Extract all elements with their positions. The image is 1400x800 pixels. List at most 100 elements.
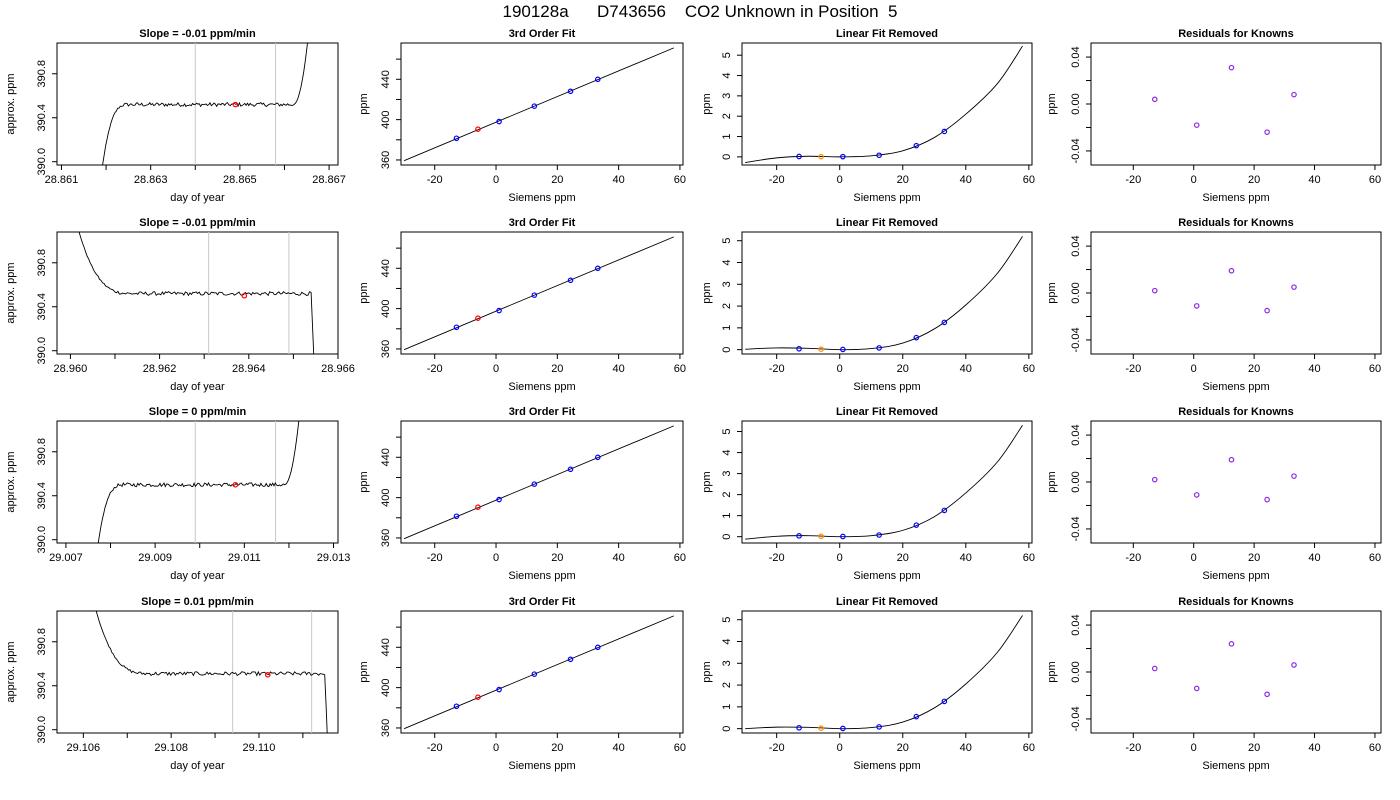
residual-curve-line: [745, 236, 1023, 351]
y-tick-label: 390.4: [36, 482, 48, 510]
cubic-fit-panel: 3rd Order Fit Siemens ppm ppm -20 0 20 40 60 360…: [358, 217, 686, 393]
y-axis-label: approx. ppm: [5, 641, 17, 702]
known-point: [941, 507, 948, 514]
y-tick-label: 0.00: [1070, 471, 1082, 492]
x-tick-label: 20: [551, 174, 563, 186]
y-tick-label: 390.4: [36, 293, 48, 321]
x-tick-label: 40: [613, 363, 625, 375]
residual-point: [1291, 284, 1297, 290]
known-point: [531, 481, 538, 487]
y-axis-label: ppm: [1046, 471, 1058, 492]
x-tick-label: 60: [1369, 174, 1381, 186]
x-tick-label: 28.865: [223, 174, 257, 186]
x-tick-label: 0: [1191, 552, 1197, 564]
y-tick-label: 0.04: [1070, 614, 1082, 635]
x-tick-label: 40: [960, 174, 972, 186]
panel-title: Slope = -0.01 ppm/min: [139, 28, 256, 40]
known-point: [876, 724, 882, 730]
known-point: [531, 671, 538, 677]
mean-marker-point: [232, 101, 239, 108]
y-axis-label: ppm: [358, 93, 370, 114]
x-tick-label: 0: [837, 552, 843, 564]
residual-point: [1291, 91, 1297, 98]
y-axis-label: ppm: [1046, 661, 1058, 682]
plot-frame: [400, 42, 684, 166]
y-tick-label: 390.0: [36, 148, 48, 176]
x-tick-label: 20: [897, 742, 909, 754]
x-tick-label: 40: [1308, 363, 1320, 375]
unknown-point: [475, 126, 481, 133]
residual-point: [1228, 64, 1235, 71]
plot-frame: [400, 231, 684, 355]
x-tick-label: 28.861: [45, 174, 79, 186]
y-tick-label: 4: [721, 72, 733, 78]
residual-point: [1151, 287, 1158, 294]
plot-frame: [56, 42, 339, 166]
x-tick-label: 0: [493, 552, 499, 564]
y-tick-label: 1: [721, 325, 733, 331]
known-point: [840, 533, 846, 540]
x-tick-label: 28.966: [321, 363, 355, 375]
known-point: [876, 152, 882, 159]
y-tick-label: 0.00: [1070, 282, 1082, 303]
x-tick-label: 0: [493, 174, 499, 186]
plot-frame: [56, 610, 339, 734]
x-tick-label: 29.009: [138, 552, 172, 564]
x-tick-label: 60: [674, 552, 686, 564]
unknown-point: [475, 315, 481, 322]
x-tick-label: 29.108: [154, 742, 188, 754]
x-tick-label: -20: [769, 552, 785, 564]
known-point: [876, 345, 882, 351]
y-axis-label: approx. ppm: [5, 73, 17, 134]
known-point: [941, 128, 948, 135]
known-point: [567, 88, 574, 95]
co2-trace-line: [97, 421, 300, 543]
known-point: [796, 153, 802, 160]
panel-title: 3rd Order Fit: [509, 596, 576, 608]
x-tick-label: 40: [1308, 174, 1320, 186]
plot-frame: [400, 420, 684, 544]
y-tick-label: 390.8: [36, 60, 48, 88]
y-tick-label: 1: [721, 704, 733, 710]
y-tick-label: 360: [380, 719, 392, 737]
x-tick-label: 40: [613, 552, 625, 564]
x-tick-label: -20: [427, 174, 443, 186]
known-point: [594, 265, 601, 272]
panel-title: Slope = 0 ppm/min: [149, 406, 247, 418]
x-tick-label: 40: [960, 552, 972, 564]
y-tick-label: 400: [380, 110, 392, 128]
co2-trace-line: [78, 232, 315, 354]
x-tick-label: 20: [1248, 552, 1260, 564]
residual-point: [1151, 476, 1158, 483]
y-tick-label: 2: [721, 682, 733, 688]
residual-point: [1264, 129, 1270, 135]
y-tick-label: 440: [380, 448, 392, 466]
cubic-fit-panel: 3rd Order Fit Siemens ppm ppm -20 0 20 40 60 360…: [358, 406, 686, 582]
y-tick-label: 390.0: [36, 716, 48, 744]
x-tick-label: 20: [551, 552, 563, 564]
panel-title: 3rd Order Fit: [509, 217, 576, 229]
x-tick-label: 0: [1191, 174, 1197, 186]
known-point: [840, 346, 846, 353]
x-tick-label: 20: [1248, 742, 1260, 754]
y-tick-label: 2: [721, 492, 733, 498]
x-tick-label: 40: [1308, 742, 1320, 754]
x-tick-label: -20: [427, 552, 443, 564]
residual-point: [1264, 691, 1270, 698]
y-tick-label: 390.0: [36, 337, 48, 365]
known-point: [496, 118, 502, 125]
unknown-point: [475, 504, 481, 511]
known-point: [941, 698, 948, 705]
residual-point: [1151, 665, 1158, 672]
y-axis-label: approx. ppm: [5, 262, 17, 323]
x-tick-label: -20: [427, 363, 443, 375]
y-tick-label: 440: [380, 638, 392, 656]
residual-point: [1228, 267, 1235, 274]
panel-title: 3rd Order Fit: [509, 406, 576, 418]
plot-frame: [741, 420, 1033, 544]
known-point: [796, 345, 802, 352]
x-tick-label: 20: [897, 363, 909, 375]
x-tick-label: 28.863: [134, 174, 168, 186]
